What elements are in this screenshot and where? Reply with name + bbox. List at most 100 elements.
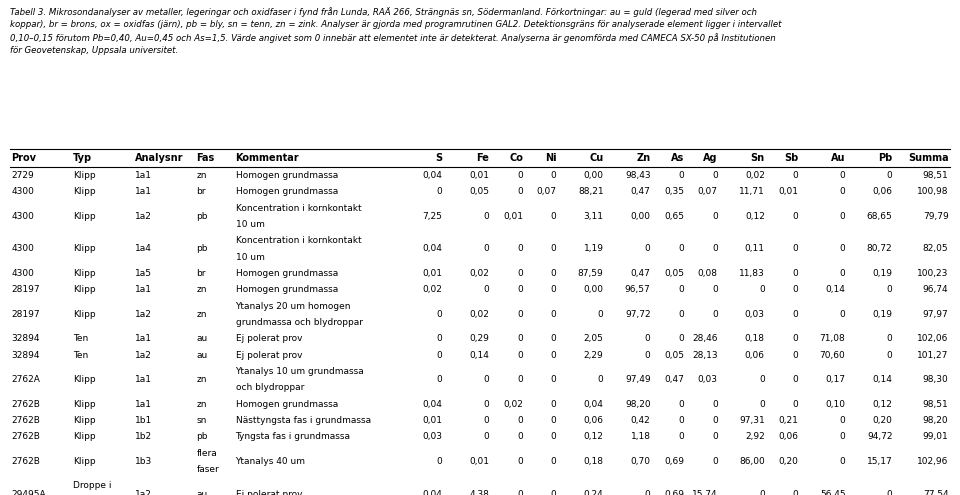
Text: 1b3: 1b3: [134, 457, 152, 466]
Text: 0,12: 0,12: [745, 212, 765, 221]
Text: 0: 0: [887, 285, 893, 295]
Text: 0: 0: [551, 375, 557, 384]
Text: Klipp: Klipp: [73, 245, 96, 253]
Text: 2762B: 2762B: [12, 432, 40, 442]
Text: 68,65: 68,65: [867, 212, 893, 221]
Text: 0: 0: [793, 375, 799, 384]
Text: 0: 0: [517, 416, 523, 425]
Text: 0: 0: [793, 350, 799, 360]
Text: 0: 0: [598, 375, 604, 384]
Text: 82,05: 82,05: [923, 245, 948, 253]
Text: 4300: 4300: [12, 269, 35, 278]
Text: Ten: Ten: [73, 334, 88, 344]
Text: Ytanalys 10 um grundmassa: Ytanalys 10 um grundmassa: [235, 367, 364, 376]
Text: zn: zn: [196, 310, 206, 319]
Text: Klipp: Klipp: [73, 310, 96, 319]
Text: 0: 0: [793, 212, 799, 221]
Text: 0,02: 0,02: [469, 310, 490, 319]
Text: 1b1: 1b1: [134, 416, 152, 425]
Text: 97,72: 97,72: [625, 310, 651, 319]
Text: 80,72: 80,72: [867, 245, 893, 253]
Text: 0: 0: [712, 399, 718, 409]
Text: 0,07: 0,07: [698, 187, 718, 197]
Text: 0: 0: [712, 457, 718, 466]
Text: Klipp: Klipp: [73, 269, 96, 278]
Text: 0,06: 0,06: [745, 350, 765, 360]
Text: 0,14: 0,14: [826, 285, 846, 295]
Text: zn: zn: [196, 399, 206, 409]
Text: 98,51: 98,51: [923, 399, 948, 409]
Text: 2762B: 2762B: [12, 457, 40, 466]
Text: 0: 0: [793, 245, 799, 253]
Text: Klipp: Klipp: [73, 457, 96, 466]
Text: 0,47: 0,47: [631, 187, 651, 197]
Text: 2762A: 2762A: [12, 375, 40, 384]
Text: 99,01: 99,01: [923, 432, 948, 442]
Text: 28197: 28197: [12, 285, 40, 295]
Text: 0,20: 0,20: [873, 416, 893, 425]
Text: 0: 0: [840, 269, 846, 278]
Text: 0: 0: [551, 416, 557, 425]
Text: 0: 0: [437, 310, 443, 319]
Text: 2,05: 2,05: [584, 334, 604, 344]
Text: 1a2: 1a2: [134, 490, 152, 495]
Text: 0: 0: [840, 416, 846, 425]
Text: Klipp: Klipp: [73, 285, 96, 295]
Text: Fas: Fas: [196, 153, 215, 163]
Text: 97,49: 97,49: [625, 375, 651, 384]
Text: 102,96: 102,96: [917, 457, 948, 466]
Text: 0: 0: [712, 285, 718, 295]
Text: Typ: Typ: [73, 153, 92, 163]
Text: Klipp: Klipp: [73, 432, 96, 442]
Text: 0: 0: [517, 490, 523, 495]
Text: 0: 0: [679, 245, 684, 253]
Text: Homogen grundmassa: Homogen grundmassa: [235, 171, 338, 180]
Text: 0: 0: [517, 334, 523, 344]
Text: Ej polerat prov: Ej polerat prov: [235, 350, 302, 360]
Text: 0: 0: [793, 171, 799, 180]
Text: 0: 0: [712, 310, 718, 319]
Text: 0: 0: [551, 457, 557, 466]
Text: Ag: Ag: [704, 153, 718, 163]
Text: 1a1: 1a1: [134, 399, 152, 409]
Text: 101,27: 101,27: [917, 350, 948, 360]
Text: 0,00: 0,00: [584, 171, 604, 180]
Text: Koncentration i kornkontakt: Koncentration i kornkontakt: [235, 203, 361, 213]
Text: 0: 0: [551, 245, 557, 253]
Text: 0,20: 0,20: [779, 457, 799, 466]
Text: 0: 0: [887, 171, 893, 180]
Text: 1a5: 1a5: [134, 269, 152, 278]
Text: 0: 0: [484, 375, 490, 384]
Text: 0,42: 0,42: [631, 416, 651, 425]
Text: 0,00: 0,00: [584, 285, 604, 295]
Text: 0,04: 0,04: [584, 399, 604, 409]
Text: 0,29: 0,29: [469, 334, 490, 344]
Text: 7,25: 7,25: [422, 212, 443, 221]
Text: 1a1: 1a1: [134, 334, 152, 344]
Text: 0,03: 0,03: [698, 375, 718, 384]
Text: Pb: Pb: [878, 153, 893, 163]
Text: Koncentration i kornkontakt: Koncentration i kornkontakt: [235, 236, 361, 246]
Text: 15,74: 15,74: [692, 490, 718, 495]
Text: 1b2: 1b2: [134, 432, 152, 442]
Text: 0: 0: [840, 432, 846, 442]
Text: 0,35: 0,35: [664, 187, 684, 197]
Text: 0: 0: [517, 285, 523, 295]
Text: 0,02: 0,02: [422, 285, 443, 295]
Text: 0: 0: [793, 310, 799, 319]
Text: 0,19: 0,19: [873, 310, 893, 319]
Text: 0: 0: [759, 375, 765, 384]
Text: 0,21: 0,21: [779, 416, 799, 425]
Text: 0: 0: [679, 310, 684, 319]
Text: 1a2: 1a2: [134, 310, 152, 319]
Text: 87,59: 87,59: [578, 269, 604, 278]
Text: Klipp: Klipp: [73, 399, 96, 409]
Text: Klipp: Klipp: [73, 416, 96, 425]
Text: 96,74: 96,74: [923, 285, 948, 295]
Text: 28,13: 28,13: [692, 350, 718, 360]
Text: Co: Co: [509, 153, 523, 163]
Text: 0,00: 0,00: [631, 212, 651, 221]
Text: zn: zn: [196, 171, 206, 180]
Text: 0,14: 0,14: [873, 375, 893, 384]
Text: 0,05: 0,05: [469, 187, 490, 197]
